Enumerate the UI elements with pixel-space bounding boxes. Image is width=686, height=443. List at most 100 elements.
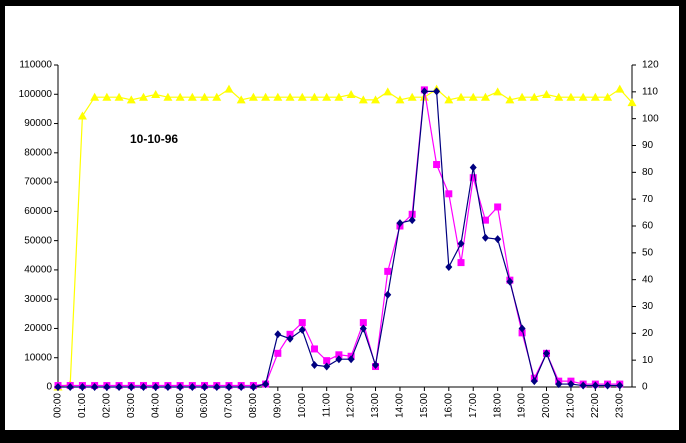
y2-tick-label: 50 [642,247,654,258]
y-tick-label: 60000 [24,206,52,217]
point [433,87,441,96]
y2-tick-label: 70 [642,194,654,205]
y-tick-label: 50000 [24,235,52,246]
y2-tick-label: 30 [642,301,654,312]
point [518,324,526,333]
point [236,95,246,104]
point [151,90,161,99]
point [152,383,160,391]
point [445,262,453,271]
point [469,174,477,182]
point [457,239,465,248]
x-tick-label: 08:00 [248,393,259,418]
point [603,92,613,101]
point [494,235,502,244]
point [481,216,489,224]
point [384,290,392,299]
y-tick-label: 110000 [19,60,52,71]
point [408,216,416,225]
point [529,92,539,101]
point [175,92,185,101]
y2-tick-label: 110 [642,86,658,97]
point [335,355,343,364]
y-tick-label: 70000 [24,177,52,188]
point [248,92,258,101]
x-tick-label: 17:00 [468,393,479,418]
point [298,325,306,334]
x-tick-label: 19:00 [517,393,528,418]
point [115,383,123,391]
point [359,319,367,327]
y2-tick-label: 40 [642,274,654,285]
y2-tick-label: 10 [642,355,654,366]
y2-tick-label: 20 [642,328,654,339]
point [457,259,465,267]
point [176,383,184,391]
point [261,92,271,101]
y-tick-label: 40000 [24,265,52,276]
point [444,95,454,104]
point [468,92,478,101]
y-tick-label: 80000 [24,147,52,158]
point [322,92,332,101]
point [407,92,417,101]
point [323,357,331,365]
y2-tick-label: 100 [642,113,659,124]
x-tick-label: 00:00 [53,393,64,418]
point [359,324,367,333]
point [604,381,612,390]
point [323,362,331,371]
y2-tick-label: 0 [642,382,648,393]
x-tick-label: 16:00 [443,393,454,418]
point [237,383,245,391]
point [66,383,74,391]
point [371,95,381,104]
y2-tick-label: 120 [642,60,659,71]
x-tick-label: 13:00 [370,393,381,418]
x-tick-label: 22:00 [590,393,601,418]
point [310,345,318,353]
point [224,84,234,93]
point [274,330,282,339]
x-tick-label: 20:00 [541,393,552,418]
x-tick-label: 01:00 [77,393,88,418]
point [566,92,576,101]
point [138,92,148,101]
point [54,383,62,391]
point [347,355,355,364]
point [310,361,318,370]
point [163,92,173,101]
point [126,95,136,104]
x-tick-label: 05:00 [175,393,186,418]
y-tick-label: 20000 [24,323,52,334]
point [494,203,502,211]
x-tick-label: 02:00 [101,393,112,418]
point [445,190,453,198]
point [114,92,124,101]
point [285,92,295,101]
point [225,383,233,391]
point [615,84,625,93]
point [102,92,112,101]
x-tick-label: 09:00 [272,393,283,418]
x-tick-label: 15:00 [419,393,430,418]
point [78,383,86,391]
point [262,380,270,389]
point [505,95,515,104]
point [627,98,637,107]
x-tick-label: 23:00 [614,393,625,418]
point [591,381,599,390]
point [383,87,393,96]
chart-area [5,6,679,430]
x-tick-label: 12:00 [346,393,357,418]
point [201,383,209,391]
point [212,92,222,101]
point [518,329,526,337]
point [530,377,538,386]
x-tick-label: 14:00 [395,393,406,418]
point [164,383,172,391]
point [298,319,306,327]
point [543,349,551,358]
point [395,95,405,104]
